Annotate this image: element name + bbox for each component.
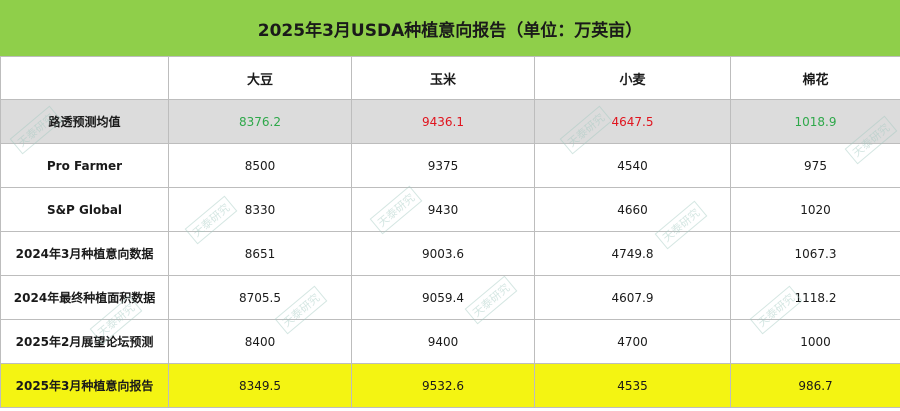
cell-soybean: 8705.5 <box>168 275 352 320</box>
cell-cotton: 1000 <box>730 319 900 364</box>
table-row-reuters: 路透预测均值 8376.2 9436.1 4647.5 1018.9 <box>0 99 900 144</box>
header-soybean: 大豆 <box>168 56 352 100</box>
row-label: 2025年3月种植意向报告 <box>0 363 169 408</box>
table-row-2025-report: 2025年3月种植意向报告 8349.5 9532.6 4535 986.7 <box>0 363 900 408</box>
header-cotton: 棉花 <box>730 56 900 100</box>
cell-cotton: 1118.2 <box>730 275 900 320</box>
cell-soybean: 8500 <box>168 143 352 188</box>
cell-wheat: 4700 <box>534 319 731 364</box>
cell-soybean: 8651 <box>168 231 352 276</box>
cell-cotton: 1018.9 <box>730 99 900 144</box>
row-label: 2024年最终种植面积数据 <box>0 275 169 320</box>
cell-cotton: 1067.3 <box>730 231 900 276</box>
row-label: 2024年3月种植意向数据 <box>0 231 169 276</box>
cell-corn: 9436.1 <box>351 99 535 144</box>
row-label: 路透预测均值 <box>0 99 169 144</box>
cell-cotton: 986.7 <box>730 363 900 408</box>
cell-cotton: 975 <box>730 143 900 188</box>
header-empty <box>0 56 169 100</box>
row-label: Pro Farmer <box>0 143 169 188</box>
header-corn: 玉米 <box>351 56 535 100</box>
table-row-sp-global: S&P Global 8330 9430 4660 1020 <box>0 187 900 232</box>
table-header-row: 大豆 玉米 小麦 棉花 <box>0 56 900 100</box>
header-wheat: 小麦 <box>534 56 731 100</box>
cell-cotton: 1020 <box>730 187 900 232</box>
cell-corn: 9400 <box>351 319 535 364</box>
cell-soybean: 8400 <box>168 319 352 364</box>
table-row-2025-outlook: 2025年2月展望论坛预测 8400 9400 4700 1000 <box>0 319 900 364</box>
cell-soybean: 8330 <box>168 187 352 232</box>
cell-soybean: 8376.2 <box>168 99 352 144</box>
cell-corn: 9375 <box>351 143 535 188</box>
cell-corn: 9532.6 <box>351 363 535 408</box>
cell-corn: 9430 <box>351 187 535 232</box>
row-label: S&P Global <box>0 187 169 232</box>
cell-wheat: 4535 <box>534 363 731 408</box>
cell-wheat: 4660 <box>534 187 731 232</box>
cell-corn: 9003.6 <box>351 231 535 276</box>
page-title: 2025年3月USDA种植意向报告（单位：万英亩） <box>0 0 900 57</box>
cell-corn: 9059.4 <box>351 275 535 320</box>
planting-intentions-table: 大豆 玉米 小麦 棉花 路透预测均值 8376.2 9436.1 4647.5 … <box>0 56 900 408</box>
cell-soybean: 8349.5 <box>168 363 352 408</box>
table-row-2024-intentions: 2024年3月种植意向数据 8651 9003.6 4749.8 1067.3 <box>0 231 900 276</box>
cell-wheat: 4749.8 <box>534 231 731 276</box>
cell-wheat: 4540 <box>534 143 731 188</box>
row-label: 2025年2月展望论坛预测 <box>0 319 169 364</box>
table-row-profarmer: Pro Farmer 8500 9375 4540 975 <box>0 143 900 188</box>
table-row-2024-final: 2024年最终种植面积数据 8705.5 9059.4 4607.9 1118.… <box>0 275 900 320</box>
cell-wheat: 4647.5 <box>534 99 731 144</box>
cell-wheat: 4607.9 <box>534 275 731 320</box>
